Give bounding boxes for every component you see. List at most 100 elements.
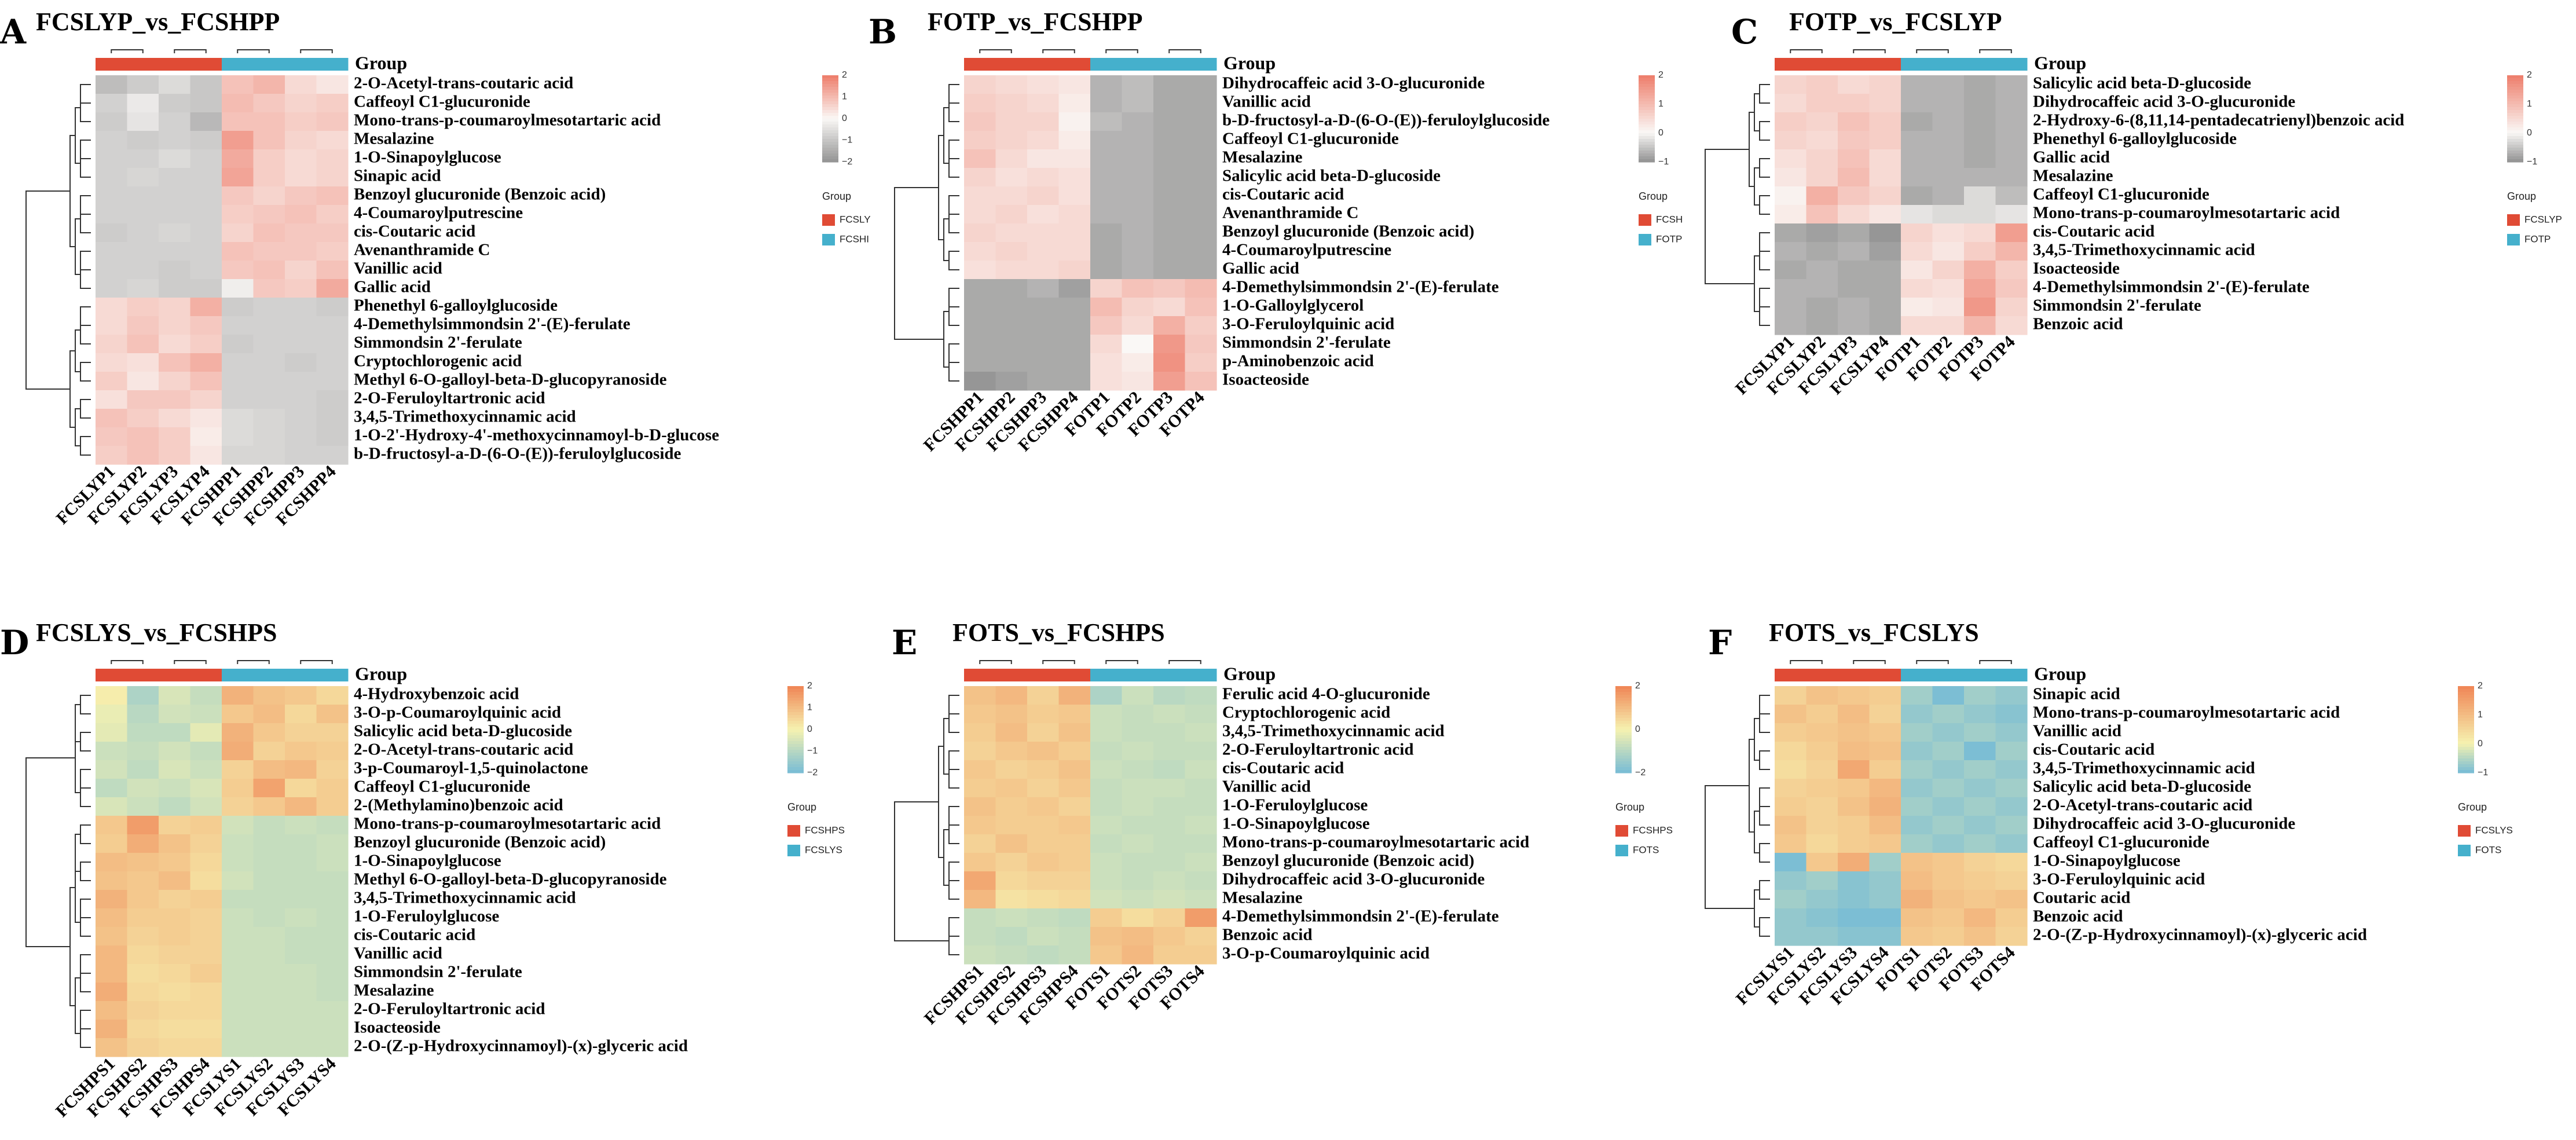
heatmap-cell (995, 853, 1028, 872)
heatmap-cell (1027, 834, 1060, 853)
row-dendrogram-branch (80, 908, 91, 937)
row-label: Salicylic acid beta-D-glucoside (2033, 778, 2251, 796)
color-scale-swatch (2507, 156, 2523, 160)
row-label: Ferulic acid 4-O-glucuronide (1222, 685, 1430, 703)
row-label: 4-Coumaroylputrescine (1222, 241, 1391, 259)
heatmap-cell (285, 75, 317, 94)
heatmap-cell (253, 723, 285, 742)
heatmap-cell (222, 242, 254, 261)
heatmap-cell (1932, 797, 1965, 816)
legend-title: Group (822, 190, 851, 202)
color-scale-swatch (822, 104, 838, 108)
group-annotation-cell (190, 669, 222, 681)
row-dendrogram-branch (948, 705, 959, 733)
heatmap-cell (190, 112, 222, 131)
heatmap-cell (127, 1020, 159, 1039)
color-scale-swatch (787, 715, 804, 719)
column-dendrogram-branch (1853, 49, 1886, 53)
row-label: p-Aminobenzoic acid (1222, 352, 1374, 371)
heatmap-cell (222, 298, 254, 317)
heatmap-cell (1090, 853, 1123, 872)
color-scale-swatch (1615, 770, 1632, 774)
row-label: 1-O-Sinapoylglucose (2033, 852, 2181, 870)
heatmap-cell (1838, 705, 1870, 724)
heatmap-cell (127, 372, 159, 391)
heatmap-cell (285, 242, 317, 261)
color-scale-swatch (822, 96, 838, 99)
heatmap-cell (1869, 168, 1901, 187)
color-scale-swatch (787, 756, 804, 759)
color-scale-swatch (1615, 706, 1632, 710)
heatmap-cell (96, 112, 128, 131)
heatmap-cell (1090, 353, 1123, 372)
row-dendrogram-branch (80, 862, 91, 881)
color-scale-swatch (1615, 735, 1632, 739)
column-dendrogram-branch (1042, 660, 1075, 664)
heatmap-cell (1122, 279, 1154, 298)
heatmap-cell (1775, 853, 1807, 872)
group-annotation-cell (1058, 669, 1091, 681)
heatmap-cell (190, 964, 222, 983)
row-label: Mono-trans-p-coumaroylmesotartaric acid (354, 815, 661, 833)
heatmap-cell (253, 742, 285, 761)
heatmap-cell (995, 223, 1028, 243)
heatmap-cell (253, 964, 285, 983)
heatmap-cell (127, 223, 159, 243)
row-label: Caffeoyl C1-glucuronide (2033, 833, 2209, 852)
heatmap-cell (1901, 797, 1933, 816)
row-dendrogram-branch (943, 718, 949, 775)
heatmap-cell (995, 205, 1028, 224)
row-dendrogram-branch (80, 732, 91, 752)
heatmap-cell (127, 316, 159, 335)
heatmap-cell (96, 75, 128, 94)
color-scale-swatch (2507, 107, 2523, 111)
panel-title: FOTP_vs_FCSHPP (928, 8, 1143, 36)
heatmap-cell (1995, 131, 2028, 150)
heatmap-cell (995, 298, 1028, 317)
heatmap-cell (159, 1001, 191, 1020)
row-label: Mesalazine (2033, 167, 2113, 185)
heatmap-cell (1869, 205, 1901, 224)
heatmap-cell (1122, 94, 1154, 113)
group-annotation-cell (1901, 669, 1933, 681)
heatmap-cell (1122, 816, 1154, 835)
heatmap-cell (1775, 686, 1807, 705)
color-scale-tick: −2 (1635, 768, 1646, 778)
heatmap-cell (159, 760, 191, 779)
heatmap-cell (253, 335, 285, 354)
heatmap-cell (1122, 75, 1154, 94)
heatmap-cell (1027, 242, 1060, 261)
heatmap-cell (1153, 908, 1186, 928)
row-dendrogram-branch (948, 298, 959, 326)
heatmap-cell (964, 908, 996, 928)
row-dendrogram-branch (1759, 695, 1770, 714)
group-annotation-cell (1869, 669, 1901, 681)
heatmap-cell (190, 797, 222, 816)
heatmap-cell (1838, 816, 1870, 835)
heatmap-cell (127, 816, 159, 835)
color-scale-swatch (1615, 741, 1632, 745)
heatmap-cell (1153, 261, 1186, 280)
heatmap-cell (1153, 279, 1186, 298)
heatmap-cell (964, 149, 996, 168)
heatmap-cell (964, 760, 996, 779)
heatmap-cell (964, 112, 996, 131)
legend-label: FCSLYP (2524, 214, 2562, 225)
heatmap-cell (96, 1038, 128, 1057)
heatmap-cell (222, 797, 254, 816)
row-label: 3,4,5-Trimethoxycinnamic acid (354, 889, 576, 907)
color-scale-swatch (2458, 721, 2474, 724)
heatmap-cell (253, 686, 285, 705)
color-scale-swatch (787, 750, 804, 753)
heatmap-cell (159, 168, 191, 187)
heatmap-cell (159, 131, 191, 150)
heatmap-cell (1153, 816, 1186, 835)
heatmap-cell (1869, 316, 1901, 335)
heatmap-cell (964, 316, 996, 335)
heatmap-cell (1027, 372, 1060, 391)
color-scale-swatch (2458, 730, 2474, 733)
heatmap-cell (190, 335, 222, 354)
heatmap-cell (1058, 760, 1091, 779)
color-scale-swatch (2507, 104, 2523, 108)
heatmap-cell (190, 298, 222, 317)
